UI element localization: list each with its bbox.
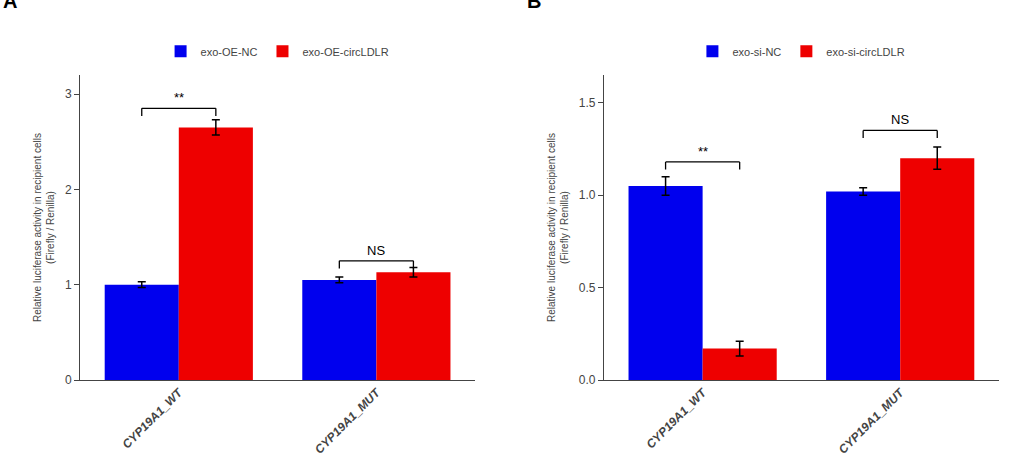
svg-text:NS: NS bbox=[891, 112, 909, 127]
svg-text:3: 3 bbox=[65, 87, 72, 101]
svg-text:CYP19A1_WT: CYP19A1_WT bbox=[643, 385, 710, 452]
svg-text:**: ** bbox=[698, 144, 708, 159]
svg-text:0: 0 bbox=[65, 373, 72, 387]
svg-text:exo-si-NC: exo-si-NC bbox=[732, 46, 781, 58]
svg-text:Relative luciferase activity i: Relative luciferase activity in recipien… bbox=[32, 133, 56, 322]
svg-text:Relative luciferase activity i: Relative luciferase activity in recipien… bbox=[546, 133, 570, 322]
svg-text:1.5: 1.5 bbox=[579, 96, 596, 110]
svg-text:exo-si-circLDLR: exo-si-circLDLR bbox=[826, 46, 904, 58]
svg-text:exo-OE-NC: exo-OE-NC bbox=[201, 46, 258, 58]
svg-text:**: ** bbox=[174, 90, 184, 105]
svg-text:CYP19A1_WT: CYP19A1_WT bbox=[120, 385, 187, 452]
svg-text:CYP19A1_MUT: CYP19A1_MUT bbox=[836, 385, 908, 457]
svg-text:exo-OE-circLDLR: exo-OE-circLDLR bbox=[302, 46, 388, 58]
svg-text:CYP19A1_MUT: CYP19A1_MUT bbox=[312, 385, 384, 457]
svg-text:1: 1 bbox=[65, 278, 72, 292]
svg-text:NS: NS bbox=[367, 243, 385, 258]
svg-text:0.0: 0.0 bbox=[579, 373, 596, 387]
svg-text:A: A bbox=[3, 0, 17, 12]
svg-text:B: B bbox=[527, 0, 541, 12]
svg-text:0.5: 0.5 bbox=[579, 281, 596, 295]
svg-text:1.0: 1.0 bbox=[579, 188, 596, 202]
svg-text:2: 2 bbox=[65, 183, 72, 197]
